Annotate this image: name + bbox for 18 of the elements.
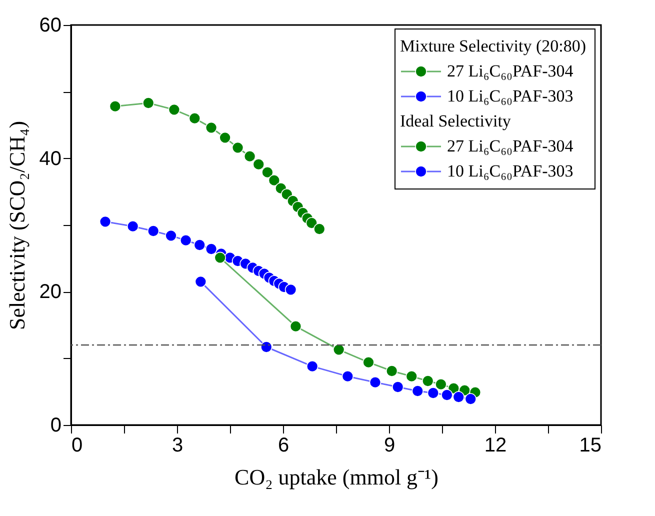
y-tick-label: 40 <box>39 148 62 170</box>
legend-label: 10 Li₆C₆₀PAF-303 <box>447 86 574 106</box>
legend-label: 10 Li₆C₆₀PAF-303 <box>447 162 574 180</box>
x-tick-label: 9 <box>384 434 396 456</box>
x-tick-label: 3 <box>172 434 184 456</box>
annotation: Mixture Selectivity (20:80) <box>400 36 586 56</box>
x-tick-label: 15 <box>579 434 602 456</box>
legend-label: 27 Li₆C₆₀PAF-304 <box>447 136 574 156</box>
x-tick-label: 12 <box>484 434 507 456</box>
legend-label: 27 Li₆C₆₀PAF-304 <box>447 62 574 80</box>
y-tick-label: 60 <box>39 14 62 36</box>
x-tick-label: 0 <box>72 434 83 456</box>
x-axis-title: CO₂ uptake (mmol g⁻¹) <box>234 464 438 490</box>
y-axis-title: Selectivity (SCO₂/CH₄) <box>4 120 30 330</box>
y-tick-label: 20 <box>39 281 62 304</box>
annotation: Ideal Selectivity <box>400 112 512 130</box>
x-tick-label: 6 <box>278 434 290 456</box>
y-tick-label: 0 <box>50 414 62 436</box>
